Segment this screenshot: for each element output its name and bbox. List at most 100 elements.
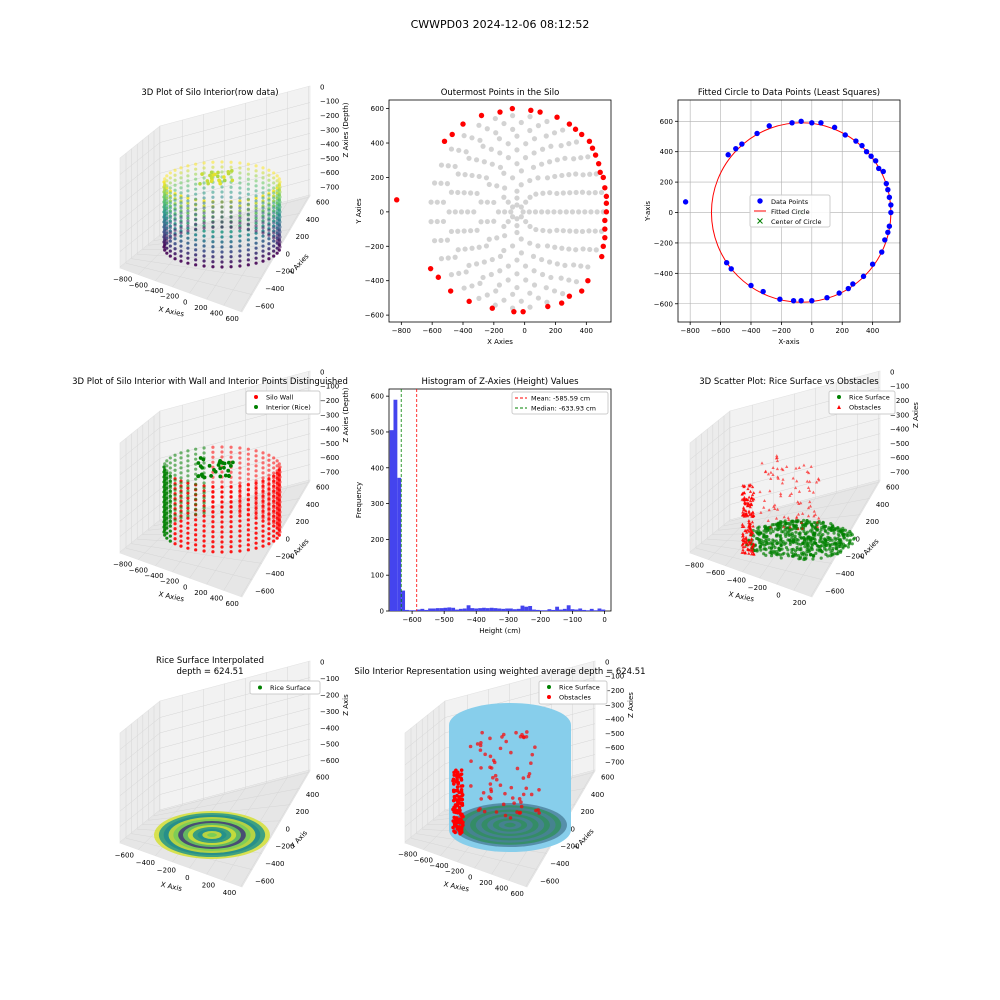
p1-point	[277, 212, 281, 216]
p1-point	[186, 229, 190, 233]
p4-point	[211, 510, 215, 514]
p1-ztick-label: −200	[320, 112, 339, 120]
p4-point	[198, 456, 203, 460]
p1-ytick-label: 200	[296, 233, 309, 241]
p8-xtick-label: −200	[445, 868, 464, 876]
p6-obstacle-point	[746, 504, 750, 508]
p2-interior-point	[501, 247, 507, 254]
p4-point	[267, 513, 271, 517]
p2-ytick-label: −600	[365, 312, 384, 320]
p4-point	[211, 485, 215, 489]
p1-point	[202, 196, 206, 200]
p4-ytick-label: −200	[275, 553, 294, 561]
p1-point	[179, 254, 183, 258]
p1-point	[220, 205, 224, 209]
p1-point	[179, 226, 183, 230]
p4-point	[179, 506, 183, 510]
p5-bar	[578, 608, 583, 611]
p3-xtick-label: −600	[711, 327, 730, 335]
p7-xtick-label: −400	[136, 859, 155, 867]
p4-point	[277, 492, 281, 496]
p4-grid	[189, 498, 246, 579]
p1-point	[162, 245, 166, 249]
p1-point	[202, 201, 206, 205]
p4-point	[246, 543, 250, 547]
p2-interior-point	[545, 209, 551, 215]
p6-rice-point	[794, 530, 798, 534]
p2-axes: −800 −600 −400 −200 0 200 4006004002000−200−40…	[355, 88, 612, 346]
p2-interior-point	[514, 147, 520, 153]
p4-point	[246, 502, 250, 506]
p4-point	[179, 461, 183, 465]
p1-point	[246, 248, 250, 252]
p8-obstacle-point	[454, 823, 458, 827]
p4-point	[173, 488, 177, 492]
p1-point	[173, 228, 177, 232]
p1-point	[220, 230, 224, 234]
p7-ztick-label: −100	[320, 675, 339, 683]
p4-grid	[119, 442, 161, 476]
p4-grid	[159, 479, 311, 521]
p4-point	[229, 530, 233, 534]
p4-point	[165, 474, 169, 478]
p4-point	[163, 462, 167, 466]
p1-point	[186, 199, 190, 203]
p5-ytick-label: 600	[371, 393, 384, 401]
p4-point	[246, 548, 250, 552]
p1-point	[186, 196, 190, 200]
p4-point	[229, 495, 233, 499]
p1-point	[220, 245, 224, 249]
p2-interior-point	[478, 219, 484, 225]
p6-rice-point	[830, 523, 834, 527]
p2-interior-point	[428, 199, 434, 205]
p6-obstacle-point	[744, 502, 748, 506]
p1-point	[246, 172, 250, 176]
p2-interior-point	[560, 127, 566, 133]
p6-obstacle-point	[789, 491, 794, 495]
p4-point	[229, 445, 233, 449]
p4-point	[173, 458, 177, 462]
p1-point	[194, 217, 198, 221]
p8-ytick-label: 200	[581, 808, 594, 816]
p3-data-point	[872, 158, 879, 164]
p2-interior-point	[518, 298, 524, 304]
p6-rice-point	[836, 549, 841, 554]
p1-point	[186, 221, 190, 225]
p6-obstacle-point	[750, 493, 755, 497]
p4-point	[272, 539, 276, 543]
p4-point	[254, 484, 258, 488]
p5-bar	[497, 608, 502, 611]
p2-interior-point	[544, 118, 550, 125]
p4-point	[173, 493, 177, 497]
p2-interior-point	[440, 218, 447, 225]
p6-legend-label: Rice Surface	[849, 394, 890, 402]
p2-interior-point	[431, 238, 438, 244]
p1-point	[275, 199, 279, 203]
p8-obstacle-point	[500, 735, 504, 739]
p1-point	[272, 201, 276, 205]
p4-point	[220, 520, 224, 524]
p6-obstacle-point	[741, 542, 745, 546]
p6-obstacle-point	[796, 527, 800, 531]
p6-obstacle-point	[751, 485, 755, 489]
p1-point	[173, 213, 177, 217]
p1-point	[261, 166, 265, 170]
p2-outermost-point	[460, 121, 466, 127]
p8-grid	[404, 809, 446, 843]
p6-rice-point	[794, 524, 798, 528]
p4-point	[272, 491, 276, 495]
p1-point	[165, 234, 169, 238]
p2-interior-point	[598, 189, 605, 196]
p4-legend-label: Interior (Rice)	[266, 404, 311, 412]
p2-interior-point	[571, 156, 577, 162]
p1-point	[211, 240, 215, 244]
p6-ztick-label: −200	[890, 397, 909, 405]
p4-point	[211, 515, 215, 519]
p1-point	[186, 256, 190, 260]
p1-point	[194, 207, 198, 211]
p2-interior-point	[573, 189, 579, 196]
p2-interior-point	[567, 190, 573, 196]
p4-point	[261, 451, 265, 455]
p6-obstacle-point	[799, 520, 804, 524]
p7-grid	[119, 748, 161, 781]
